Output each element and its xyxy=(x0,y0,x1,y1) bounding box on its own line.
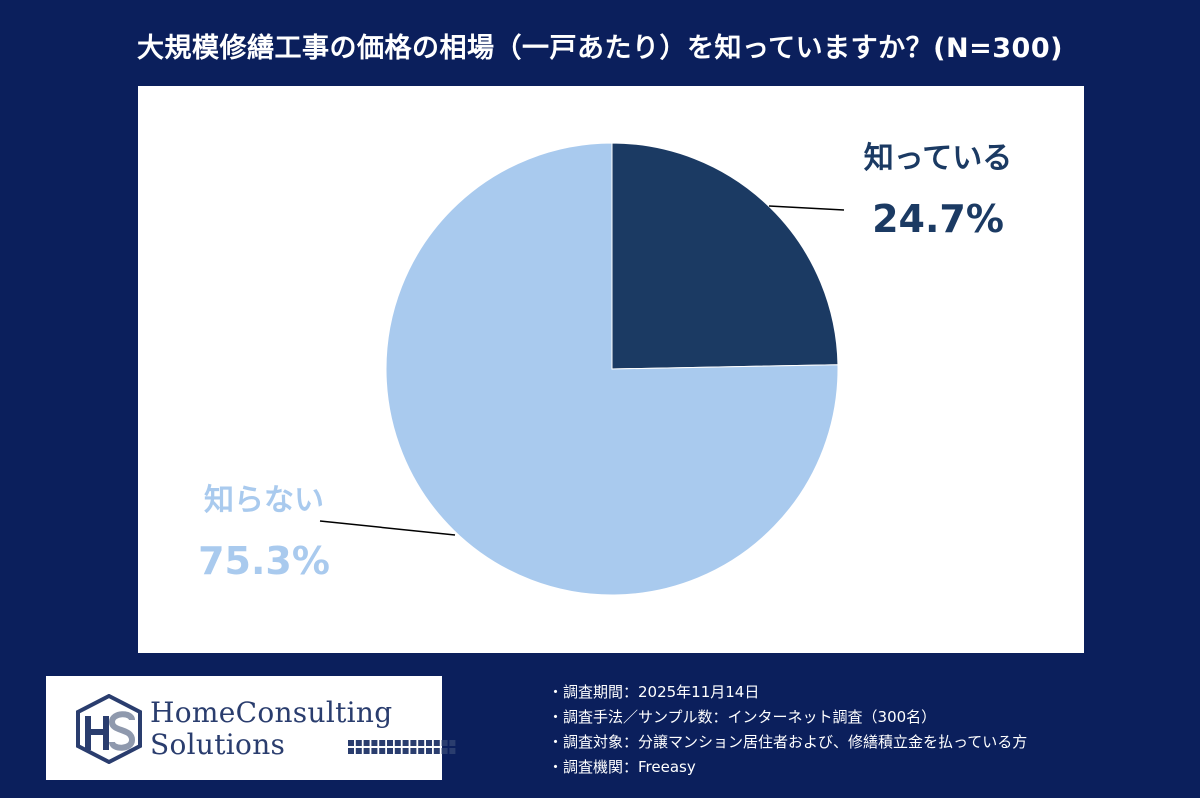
slice-label-1: 知らない xyxy=(204,483,324,518)
slice-label-0: 知っている xyxy=(864,141,1013,176)
company-logo: HomeConsulting Solutions xyxy=(46,676,456,780)
slice-value-0: 24.7% xyxy=(872,197,1004,241)
survey-note: ・調査手法／サンプル数：インターネット調査（300名） xyxy=(548,708,937,726)
survey-note: ・調査期間：2025年11月14日 xyxy=(548,683,760,701)
logo-mark-icon xyxy=(76,694,142,764)
logo-line-2: Solutions xyxy=(150,728,286,761)
survey-note: ・調査対象：分譲マンション居住者および、修繕積立金を払っている方 xyxy=(548,733,1028,751)
chart-panel: 知っている 24.7% 知らない 75.3% xyxy=(138,86,1084,653)
survey-notes: ・調査期間：2025年11月14日 ・調査手法／サンプル数：インターネット調査（… xyxy=(548,680,1027,780)
survey-note: ・調査機関：Freeasy xyxy=(548,758,696,776)
pie-chart: 知っている 24.7% 知らない 75.3% xyxy=(198,141,1013,596)
pie-slice-1 xyxy=(385,142,839,596)
slice-value-1: 75.3% xyxy=(198,539,330,583)
logo-line-1: HomeConsulting xyxy=(150,696,393,729)
leader-line-0 xyxy=(768,205,845,211)
pie-slice-0 xyxy=(611,142,839,370)
leader-line-1 xyxy=(319,520,456,536)
logo-blocks-icon xyxy=(348,740,456,754)
page-title: 大規模修繕工事の価格の相場（一戸あたり）を知っていますか？(N=300) xyxy=(137,33,1063,64)
